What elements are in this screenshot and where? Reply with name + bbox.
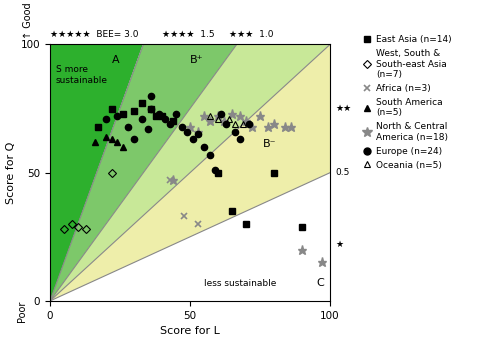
- Text: S more
sustainable: S more sustainable: [56, 65, 108, 85]
- Text: ↑ Good: ↑ Good: [22, 3, 32, 39]
- Polygon shape: [50, 44, 236, 301]
- Text: A: A: [112, 55, 119, 65]
- Text: ★★: ★★: [336, 104, 352, 113]
- Text: ★: ★: [336, 240, 344, 249]
- Polygon shape: [50, 44, 330, 301]
- Text: ★★★★★  BEE= 3.0: ★★★★★ BEE= 3.0: [50, 30, 138, 39]
- Text: B⁻: B⁻: [263, 139, 276, 149]
- Text: B⁺: B⁺: [190, 55, 203, 65]
- Polygon shape: [50, 44, 144, 301]
- Text: ★★★  1.0: ★★★ 1.0: [229, 30, 274, 39]
- X-axis label: Score for L: Score for L: [160, 326, 220, 336]
- Text: Poor: Poor: [17, 301, 27, 322]
- Polygon shape: [50, 44, 330, 301]
- Text: C: C: [316, 278, 324, 288]
- Legend: East Asia (n=14), West, South &
South-east Asia
(n=7), Africa (n=3), South Ameri: East Asia (n=14), West, South & South-ea…: [358, 32, 456, 173]
- Text: 0.5: 0.5: [336, 168, 350, 177]
- Text: ★★★★  1.5: ★★★★ 1.5: [162, 30, 214, 39]
- Y-axis label: Score for Q: Score for Q: [6, 142, 16, 204]
- Text: less sustainable: less sustainable: [204, 279, 277, 288]
